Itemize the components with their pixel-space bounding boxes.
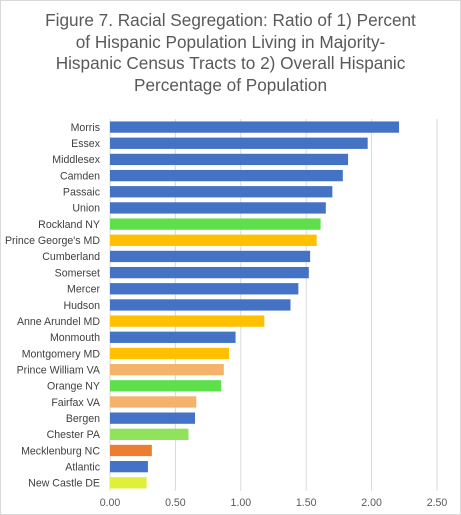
category-label: Morris xyxy=(71,122,100,134)
category-label: New Castle DE xyxy=(28,478,100,490)
bar xyxy=(110,251,310,262)
category-label: Camden xyxy=(60,170,100,182)
x-tick-label: 1.00 xyxy=(230,497,251,509)
bar xyxy=(110,170,343,181)
x-tick-label: 0.50 xyxy=(165,497,186,509)
category-label: Union xyxy=(72,203,100,215)
bar xyxy=(110,218,321,229)
category-label: Montgomery MD xyxy=(22,348,101,360)
x-tick-label: 2.50 xyxy=(427,497,448,509)
category-label: Orange NY xyxy=(47,381,100,393)
bar xyxy=(110,445,152,456)
category-label: Mecklenburg NC xyxy=(21,445,100,457)
bar xyxy=(110,283,298,294)
bar xyxy=(110,461,148,472)
category-label: Passaic xyxy=(63,187,101,199)
x-tick-label: 2.00 xyxy=(361,497,382,509)
bar xyxy=(110,138,368,149)
bar xyxy=(110,154,348,165)
category-label: Chester PA xyxy=(47,429,101,441)
category-label: Prince George's MD xyxy=(5,235,100,247)
bar xyxy=(110,235,317,246)
bar xyxy=(110,429,188,440)
category-label: Monmouth xyxy=(50,332,100,344)
bar xyxy=(110,364,224,375)
bar xyxy=(110,396,196,407)
category-label: Atlantic xyxy=(65,461,100,473)
category-label: Middlesex xyxy=(52,154,100,166)
category-label: Prince William VA xyxy=(17,364,101,376)
bar xyxy=(110,315,264,326)
category-label: Essex xyxy=(71,138,101,150)
x-axis-tick-labels: 0.00 0.50 1.00 1.50 2.00 2.50 xyxy=(100,497,448,509)
bar xyxy=(110,412,195,423)
bar xyxy=(110,121,399,132)
bar xyxy=(110,202,326,213)
x-tick-label: 0.00 xyxy=(100,497,121,509)
bar xyxy=(110,477,147,488)
bar xyxy=(110,186,332,197)
category-label: Bergen xyxy=(66,413,100,425)
category-label: Rockland NY xyxy=(38,219,100,231)
bar xyxy=(110,332,236,343)
category-label: Somerset xyxy=(55,267,100,279)
bar xyxy=(110,348,229,359)
category-label: Mercer xyxy=(67,284,100,296)
x-tick-label: 1.50 xyxy=(296,497,317,509)
category-labels: Morris Essex Middlesex Camden Passaic Union Ro… xyxy=(5,122,101,490)
bar xyxy=(110,299,291,310)
category-label: Hudson xyxy=(63,300,100,312)
category-label: Anne Arundel MD xyxy=(17,316,100,328)
category-label: Cumberland xyxy=(42,251,100,263)
bars xyxy=(110,121,399,488)
bar xyxy=(110,267,309,278)
category-label: Fairfax VA xyxy=(51,397,101,409)
bar xyxy=(110,380,221,391)
